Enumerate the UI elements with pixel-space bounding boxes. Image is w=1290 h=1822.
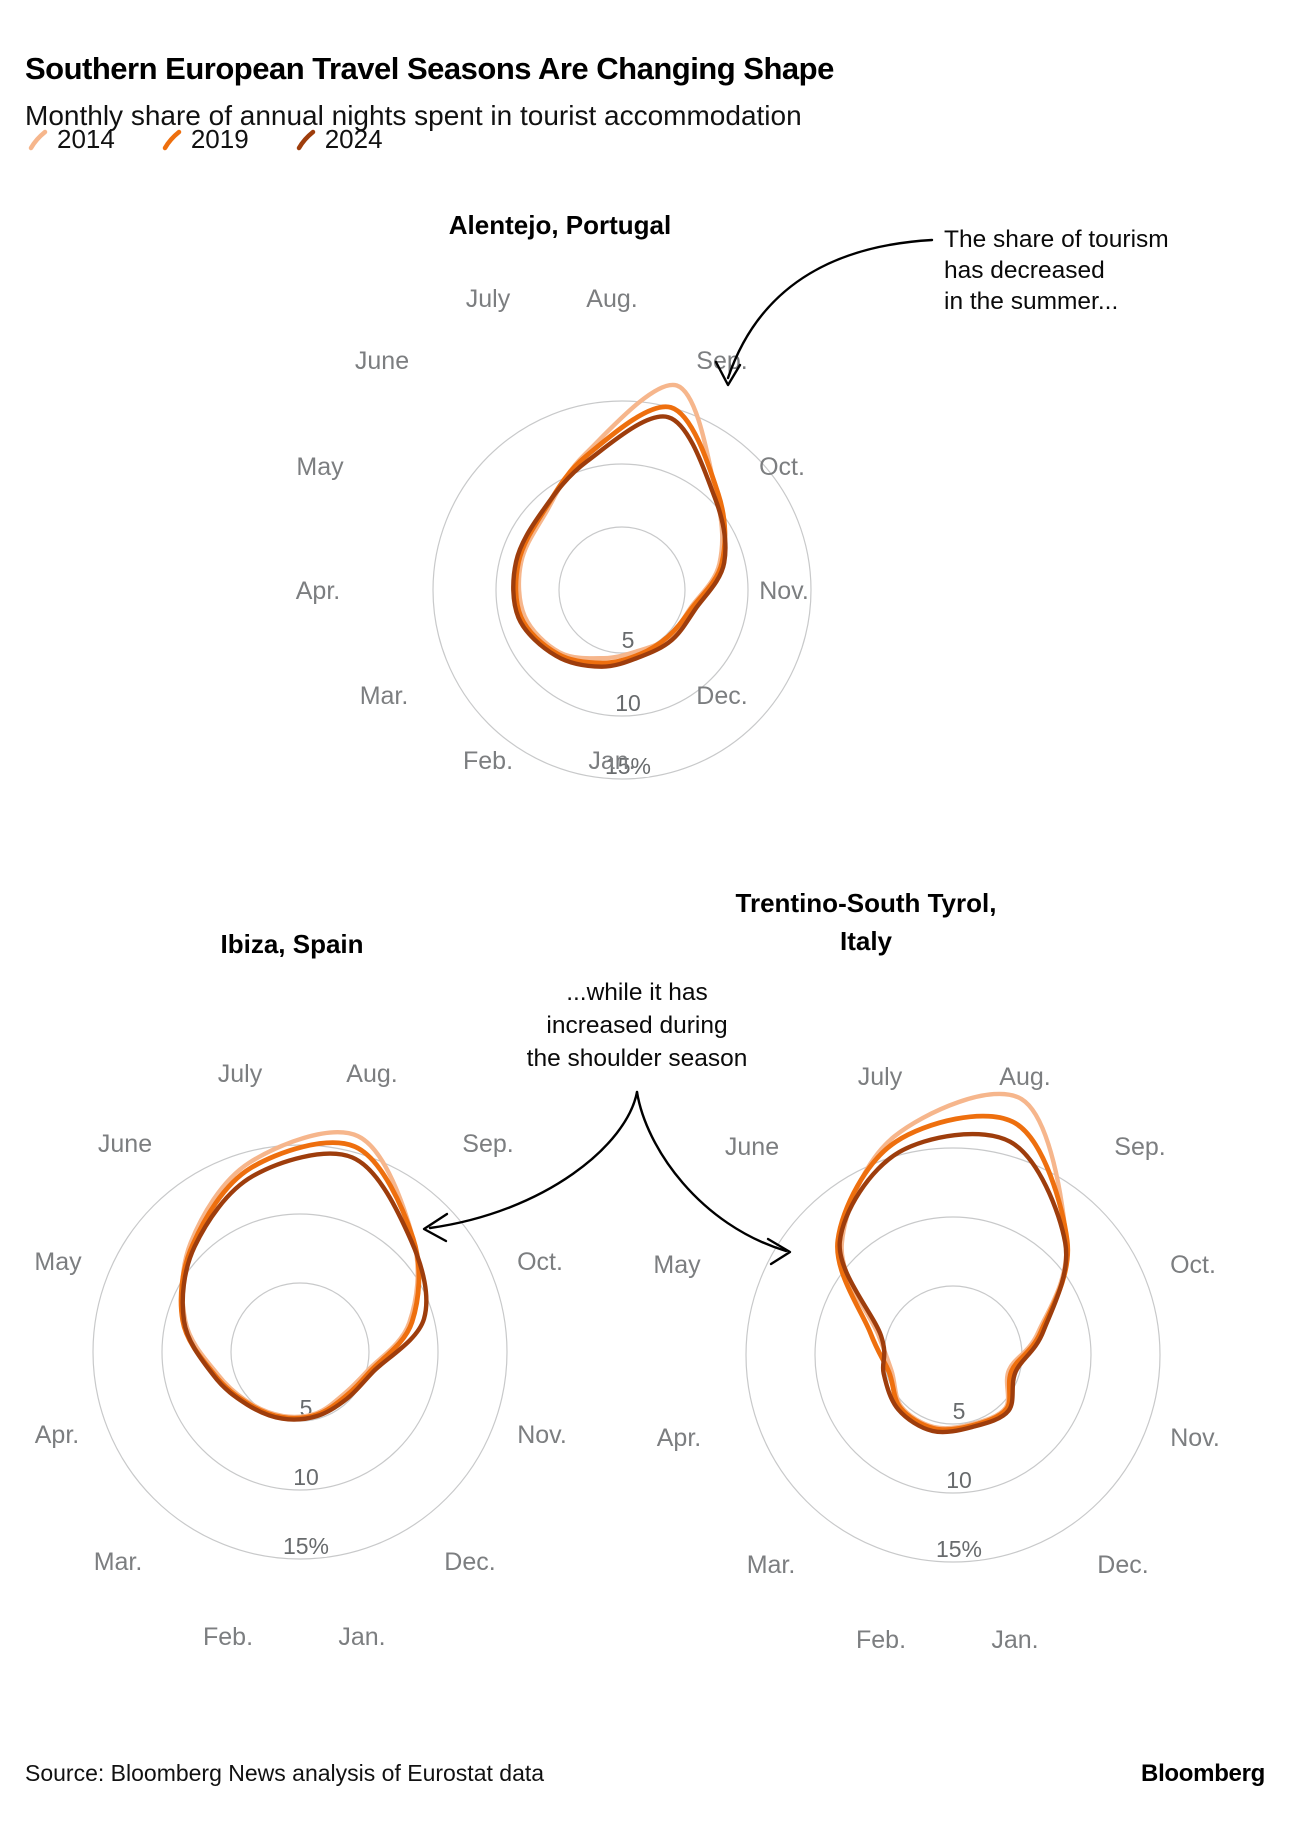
radial-tick-label: 10 [615, 690, 641, 716]
month-label-aug: Aug. [346, 1060, 397, 1088]
legend-swatch-line [296, 129, 315, 150]
annotation-shoulder: ...while it has increased during the sho… [526, 979, 748, 1072]
month-label-june: June [355, 347, 409, 375]
radial-tick-label: 5 [622, 627, 635, 653]
chart-title-trentino: Trentino-South Tyrol, Italy [735, 888, 997, 956]
legend-swatch-icon [162, 129, 182, 150]
month-label-aug: Aug. [586, 285, 637, 313]
grid-ring-10 [161, 1213, 439, 1491]
annotation-arrow-shoulder-right-line [635, 1090, 788, 1253]
legend-item-2024: 2024 [295, 124, 383, 155]
radial-tick-label: 15% [936, 1536, 982, 1562]
legend-swatch-icon [296, 129, 315, 150]
month-label-june: June [725, 1133, 779, 1161]
month-label-nov: Nov. [1170, 1424, 1220, 1452]
month-label-mar: Mar. [94, 1548, 143, 1576]
radial-tick-label: 5 [953, 1398, 966, 1424]
month-label-feb: Feb. [856, 1626, 906, 1654]
annotation-arrow-shoulder-left-head [422, 1212, 449, 1243]
annotation-arrow-shoulder-right-head [766, 1237, 792, 1266]
annotation-arrow-shoulder-left-line [428, 1090, 639, 1230]
month-label-mar: Mar. [360, 682, 409, 710]
grid-ring-15 [432, 400, 812, 780]
month-label-dec: Dec. [444, 1548, 495, 1576]
month-label-nov: Nov. [759, 577, 809, 605]
legend-item-2014: 2014 [27, 124, 115, 155]
month-label-jan: Jan. [338, 1623, 385, 1651]
legend-item-2019: 2019 [161, 124, 249, 155]
bloomberg-logo: Bloomberg [1141, 1760, 1265, 1787]
month-label-apr: Apr. [296, 577, 340, 605]
month-label-oct: Oct. [1170, 1251, 1216, 1279]
month-label-apr: Apr. [657, 1424, 701, 1452]
legend-label: 2024 [324, 124, 383, 154]
legend-swatch-line [28, 129, 48, 150]
month-label-feb: Feb. [203, 1623, 253, 1651]
radial-tick-label: 10 [946, 1467, 972, 1493]
legend-label: 2014 [57, 124, 115, 154]
month-label-oct: Oct. [759, 453, 805, 481]
month-label-july: July [466, 285, 511, 313]
page-title: Southern European Travel Seasons Are Cha… [25, 50, 834, 86]
series-line-2019 [835, 1113, 1071, 1433]
grid-ring-15 [92, 1144, 508, 1560]
month-label-jan: Jan. [991, 1626, 1038, 1654]
legend-swatch-icon [28, 129, 48, 150]
annotation-arrow-shoulder-left [422, 1090, 639, 1243]
grid-ring-10 [495, 463, 749, 717]
month-label-mar: Mar. [747, 1551, 796, 1579]
legend-label: 2019 [190, 124, 249, 154]
polar-chart-3: 5 10 15% Jan. Feb. Mar. Apr. May June July Aug. Sep… [653, 1063, 1219, 1654]
month-label-may: May [653, 1251, 701, 1279]
month-label-sep: Sep. [1114, 1133, 1165, 1161]
grid-ring-15 [745, 1147, 1161, 1563]
radial-tick-label: 10 [293, 1464, 319, 1490]
annotation-arrow-summer-line [726, 238, 934, 380]
month-label-feb: Feb. [463, 747, 513, 775]
source-line: Source: Bloomberg News analysis of Euros… [25, 1760, 545, 1786]
series-line-2019 [513, 404, 728, 666]
series-line-2024 [511, 414, 728, 669]
month-label-may: May [296, 453, 344, 481]
annotation-arrow-summer [714, 238, 934, 387]
month-label-dec: Dec. [696, 682, 747, 710]
month-label-jan: Jan. [588, 747, 635, 775]
grid-ring-10 [814, 1216, 1092, 1494]
month-label-june: June [98, 1130, 152, 1158]
month-label-dec: Dec. [1097, 1551, 1148, 1579]
month-label-oct: Oct. [517, 1248, 563, 1276]
chart-title-ibiza: Ibiza, Spain [220, 929, 364, 959]
month-label-apr: Apr. [35, 1421, 79, 1449]
legend: 2014 2019 2024 [27, 124, 383, 155]
month-label-aug: Aug. [999, 1063, 1050, 1091]
annotation-arrow-summer-head [714, 360, 742, 387]
month-label-nov: Nov. [517, 1421, 567, 1449]
radial-tick-label: 15% [605, 753, 651, 779]
grid-ring-5 [558, 526, 686, 654]
legend-swatch-line [162, 129, 182, 150]
series-line-2024 [837, 1131, 1069, 1435]
month-label-july: July [218, 1060, 263, 1088]
series-line-2024 [180, 1151, 429, 1422]
radial-tick-label: 15% [283, 1533, 329, 1559]
month-label-may: May [34, 1248, 82, 1276]
page-subtitle: Monthly share of annual nights spent in … [25, 100, 802, 131]
month-label-july: July [858, 1063, 903, 1091]
chart-title-alentejo: Alentejo, Portugal [448, 210, 672, 240]
annotation-summer: The share of tourism has decreased in th… [944, 226, 1169, 315]
month-label-sep: Sep. [462, 1130, 513, 1158]
annotation-arrow-shoulder-right [635, 1090, 792, 1266]
